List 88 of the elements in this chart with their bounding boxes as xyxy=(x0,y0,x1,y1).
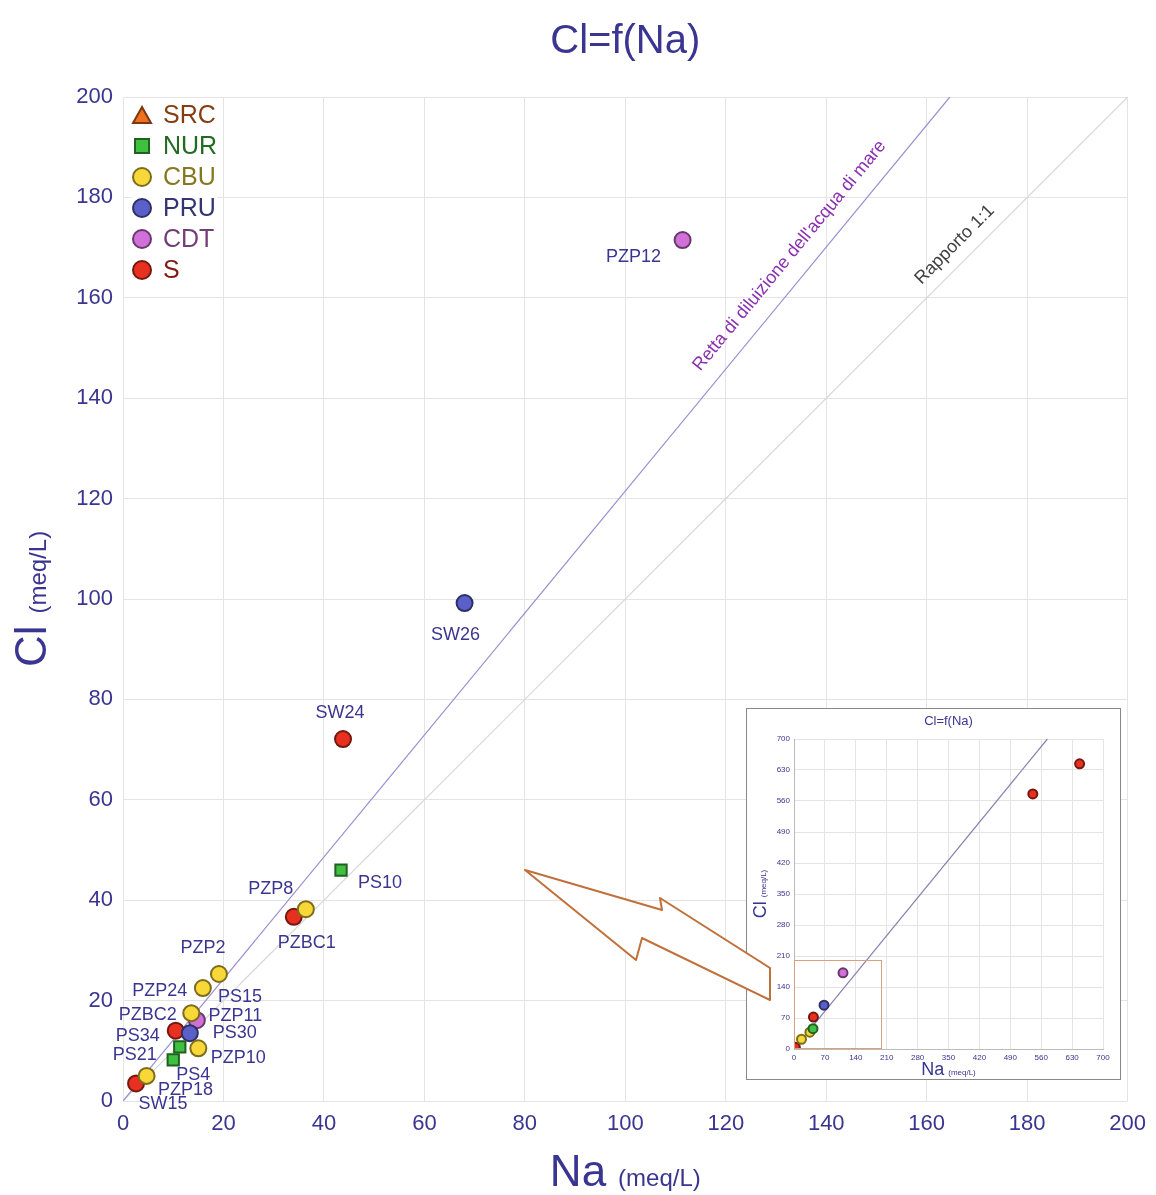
legend-label: PRU xyxy=(163,192,216,223)
point xyxy=(334,730,353,749)
point xyxy=(182,1004,201,1023)
x-tick-label: 490 xyxy=(1003,1053,1018,1062)
annotation: PS15 xyxy=(217,985,262,1006)
annotation: PZBC2 xyxy=(118,1003,177,1024)
annotation: SW24 xyxy=(315,702,365,723)
y-tick-label: 20 xyxy=(88,986,113,1012)
annotation: PZP12 xyxy=(606,246,662,267)
y-tick-label: 160 xyxy=(76,283,113,309)
point xyxy=(180,1024,199,1043)
legend-label: CBU xyxy=(163,161,216,192)
annotation: PZP10 xyxy=(210,1047,266,1068)
x-tick-label: 180 xyxy=(1008,1110,1046,1136)
y-axis-title: Cl (meq/L) xyxy=(749,869,770,919)
chart-title: Cl=f(Na) xyxy=(924,712,973,728)
x-tick-label: 350 xyxy=(941,1053,956,1062)
legend-label: NUR xyxy=(163,130,218,161)
annotation: PZP8 xyxy=(248,878,294,899)
y-tick-label: 40 xyxy=(88,886,113,912)
x-tick-label: 0 xyxy=(791,1053,797,1062)
y-tick-label: 100 xyxy=(76,585,113,611)
point xyxy=(193,979,212,998)
y-tick-label: 630 xyxy=(776,765,791,775)
legend-label: S xyxy=(163,254,180,285)
point xyxy=(807,1011,819,1023)
point xyxy=(455,594,474,613)
y-tick-label: 80 xyxy=(88,685,113,711)
annotation: PZP2 xyxy=(180,936,226,957)
annotation: PZBC1 xyxy=(277,931,336,952)
x-tick-label: 0 xyxy=(116,1110,130,1136)
x-tick-label: 60 xyxy=(412,1110,437,1136)
point xyxy=(1074,758,1086,770)
chart-title: Cl=f(Na) xyxy=(550,17,701,62)
y-tick-label: 210 xyxy=(776,951,791,961)
x-axis-title: Na (meq/L) xyxy=(921,1059,977,1080)
point xyxy=(837,967,849,979)
legend-label: CDT xyxy=(163,223,215,254)
y-tick-label: 420 xyxy=(776,858,791,868)
point xyxy=(296,900,315,919)
point xyxy=(673,231,692,250)
x-tick-label: 100 xyxy=(606,1110,644,1136)
annotation: PS10 xyxy=(357,872,403,893)
x-tick-label: 140 xyxy=(807,1110,845,1136)
x-tick-label: 120 xyxy=(707,1110,745,1136)
point xyxy=(334,863,348,877)
point xyxy=(796,1033,807,1045)
y-tick-label: 560 xyxy=(776,796,791,806)
y-tick-label: 200 xyxy=(76,83,113,109)
x-tick-label: 280 xyxy=(910,1053,925,1062)
x-tick-label: 560 xyxy=(1034,1053,1049,1062)
x-tick-label: 700 xyxy=(1096,1053,1111,1062)
annotation: PZP24 xyxy=(132,980,188,1001)
annotation: PS21 xyxy=(112,1043,157,1064)
annotation: PS34 xyxy=(115,1025,160,1046)
y-tick-label: 700 xyxy=(776,734,791,744)
x-tick-label: 140 xyxy=(849,1053,864,1062)
point xyxy=(137,1066,156,1085)
x-tick-label: 20 xyxy=(211,1110,236,1136)
point xyxy=(166,1053,180,1067)
point xyxy=(1027,788,1039,800)
legend-label: SRC xyxy=(163,99,216,130)
point xyxy=(209,964,228,983)
x-tick-label: 210 xyxy=(880,1053,894,1062)
x-axis-title: Na (meq/L) xyxy=(549,1146,701,1195)
x-tick-label: 160 xyxy=(908,1110,946,1136)
y-tick-label: 120 xyxy=(76,484,113,510)
y-tick-label: 0 xyxy=(785,1044,791,1054)
x-tick-label: 420 xyxy=(972,1053,987,1062)
x-tick-label: 80 xyxy=(512,1110,538,1136)
annotation: SW26 xyxy=(431,623,481,644)
y-tick-label: 0 xyxy=(100,1087,113,1113)
y-tick-label: 140 xyxy=(76,384,113,410)
x-tick-label: 200 xyxy=(1109,1110,1147,1136)
y-tick-label: 140 xyxy=(776,982,791,992)
y-tick-label: 60 xyxy=(88,785,113,811)
point xyxy=(818,999,830,1011)
point xyxy=(189,1039,208,1058)
y-tick-label: 280 xyxy=(776,920,791,930)
x-tick-label: 40 xyxy=(311,1110,337,1136)
y-tick-label: 180 xyxy=(76,183,113,209)
point xyxy=(173,1040,187,1054)
y-tick-label: 70 xyxy=(781,1013,791,1023)
y-axis-title: Cl (meq/L) xyxy=(6,530,56,668)
y-tick-label: 350 xyxy=(776,889,791,899)
x-tick-label: 630 xyxy=(1065,1053,1080,1062)
y-tick-label: 490 xyxy=(776,827,791,837)
x-tick-label: 70 xyxy=(820,1053,830,1062)
